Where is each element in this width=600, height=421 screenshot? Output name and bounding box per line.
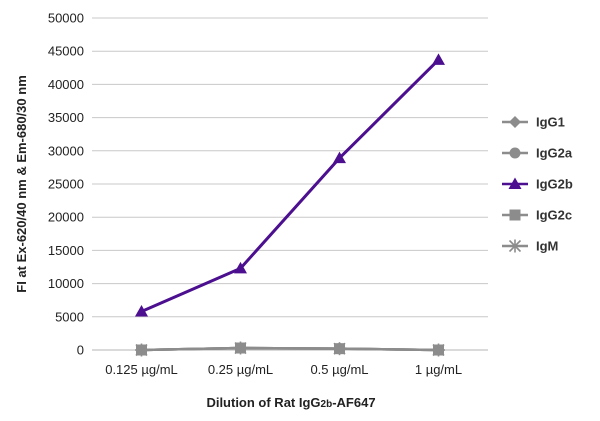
data-point-igm xyxy=(333,342,346,356)
legend-item-igg1: IgG1 xyxy=(502,115,565,130)
y-tick-label: 0 xyxy=(77,343,84,358)
y-tick-label: 35000 xyxy=(48,110,84,125)
data-point-igg2b xyxy=(333,151,346,164)
legend-label-igm: IgM xyxy=(536,239,558,254)
x-axis-title-subscript: 2b xyxy=(321,399,333,410)
series-line-igm xyxy=(141,346,439,352)
data-point-igg2b xyxy=(135,304,148,317)
legend-item-igg2b: IgG2b xyxy=(502,177,573,192)
legend-label-igg2b: IgG2b xyxy=(536,177,573,192)
x-axis-title-prefix: Dilution of Rat IgG xyxy=(206,395,320,410)
data-point-igg2b xyxy=(234,261,247,274)
legend: IgG1 IgG2a IgG2b IgG2c IgM xyxy=(502,115,573,254)
x-axis-title-suffix: -AF647 xyxy=(332,395,375,410)
y-tick-label: 45000 xyxy=(48,44,84,59)
legend-marker-igg1 xyxy=(509,116,521,128)
y-tick-label: 25000 xyxy=(48,177,84,192)
data-point-igm xyxy=(234,341,247,355)
legend-marker-igg2a xyxy=(509,147,521,159)
grid-lines xyxy=(92,17,488,318)
legend-item-igm: IgM xyxy=(502,239,558,254)
y-tick-label: 20000 xyxy=(48,210,84,225)
data-point-igm xyxy=(135,343,148,357)
series-igm xyxy=(135,341,445,357)
y-tick-label: 5000 xyxy=(55,309,84,324)
x-tick-labels: 0.125 µg/mL 0.25 µg/mL 0.5 µg/mL 1 µg/mL xyxy=(105,362,462,377)
legend-label-igg2a: IgG2a xyxy=(536,146,573,161)
series-layer xyxy=(135,53,445,357)
x-tick-label: 1 µg/mL xyxy=(415,362,462,377)
x-tick-label: 0.125 µg/mL xyxy=(105,362,178,377)
x-tick-label: 0.25 µg/mL xyxy=(208,362,273,377)
legend-item-igg2c: IgG2c xyxy=(502,208,572,223)
y-tick-labels: 0 5000 10000 15000 20000 25000 30000 35000 40000… xyxy=(48,11,84,358)
y-tick-label: 50000 xyxy=(48,11,84,26)
series-igg2b xyxy=(135,53,445,317)
x-axis-title: Dilution of Rat IgG2b-AF647 xyxy=(206,395,375,410)
y-axis-title: FI at Ex-620/40 nm & Em-680/30 nm xyxy=(14,75,29,292)
legend-marker-igm xyxy=(508,239,522,253)
legend-marker-igg2c xyxy=(509,209,521,221)
y-tick-label: 10000 xyxy=(48,276,84,291)
legend-label-igg1: IgG1 xyxy=(536,115,565,130)
x-tick-label: 0.5 µg/mL xyxy=(310,362,368,377)
y-tick-label: 15000 xyxy=(48,243,84,258)
series-line-igg2b xyxy=(140,58,440,313)
y-tick-label: 40000 xyxy=(48,77,84,92)
data-point-igm xyxy=(432,343,445,357)
legend-item-igg2a: IgG2a xyxy=(502,146,573,161)
legend-label-igg2c: IgG2c xyxy=(536,208,572,223)
y-tick-label: 30000 xyxy=(48,143,84,158)
data-point-igg2b xyxy=(432,53,445,65)
legend-marker-igg2b xyxy=(508,177,522,189)
